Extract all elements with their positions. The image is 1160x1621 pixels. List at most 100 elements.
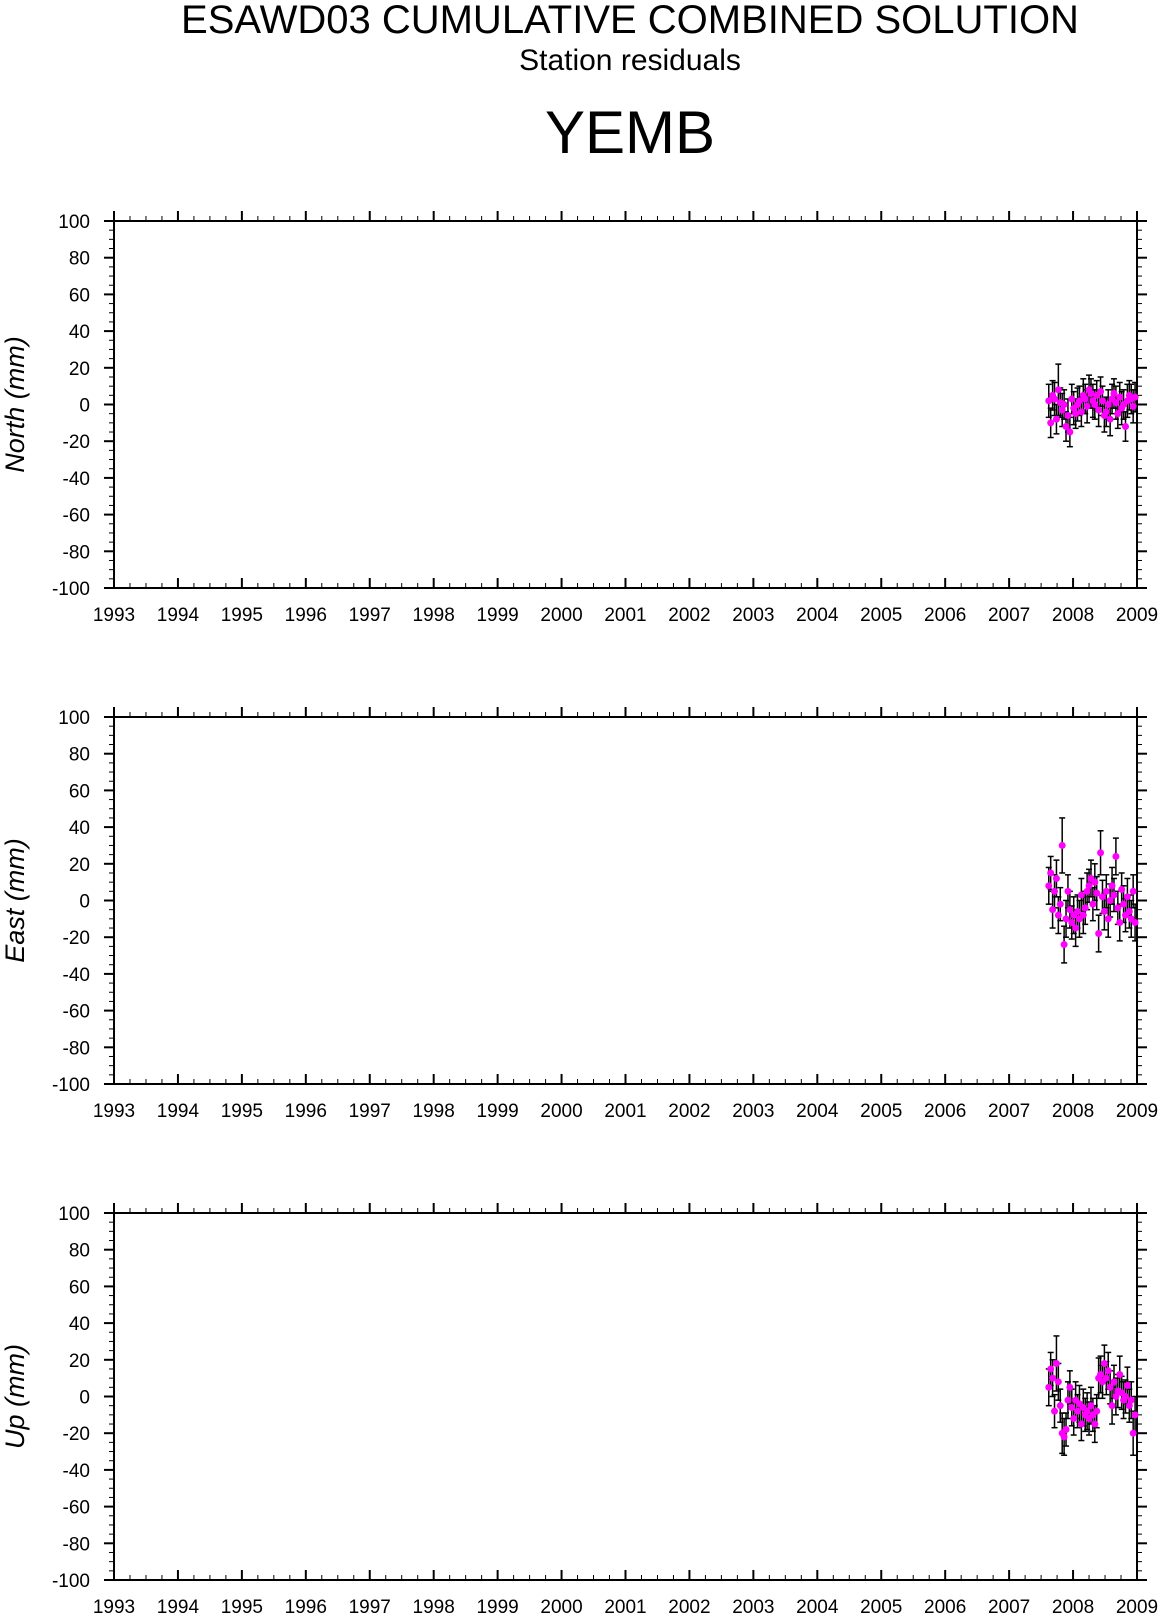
y-tick-label: -60 [63, 506, 90, 527]
data-point [1066, 906, 1074, 914]
data-point [1129, 887, 1137, 895]
x-tick-label: 1993 [93, 605, 135, 626]
x-tick-label: 1994 [157, 605, 200, 626]
data-point [1110, 891, 1118, 899]
data-point [1104, 915, 1112, 923]
y-tick-label: 0 [79, 892, 90, 913]
x-tick-label: 1993 [93, 1101, 135, 1122]
data-point [1077, 1420, 1085, 1428]
data-point [1114, 904, 1122, 912]
panel-0: 1993 1994 1995 1996 1997 1998 1999 2000 2001 2002… [0, 211, 1158, 626]
data-point [1062, 915, 1070, 923]
data-point [1112, 399, 1120, 407]
x-tick-label: 1998 [413, 605, 455, 626]
x-tick-label: 2000 [540, 605, 582, 626]
x-tick-label: 1999 [476, 1597, 518, 1618]
data-point [1091, 401, 1099, 408]
data-point [1066, 428, 1074, 436]
x-tick-label: 1996 [285, 1101, 327, 1122]
data-point [1051, 887, 1059, 895]
data-point [1102, 1374, 1110, 1382]
data-point [1127, 1396, 1135, 1404]
data-point [1075, 397, 1083, 405]
panel-2: 1993 1994 1995 1996 1997 1998 1999 2000 2001 2002… [0, 1203, 1158, 1618]
data-point [1097, 388, 1105, 396]
y-tick-label: -20 [63, 928, 90, 949]
x-tick-label: 1995 [221, 605, 263, 626]
data-point [1093, 889, 1101, 897]
y-tick-label: 20 [69, 359, 90, 380]
data-point [1070, 1415, 1078, 1423]
data-point [1100, 1359, 1108, 1367]
data-point [1064, 887, 1072, 895]
y-tick-label: 20 [69, 855, 90, 876]
y-tick-label: 80 [69, 1241, 90, 1262]
x-tick-label: 2008 [1052, 1101, 1094, 1122]
y-tick-label: -60 [63, 1498, 90, 1519]
data-point [1131, 919, 1139, 927]
y-axis-label: North (mm) [0, 336, 30, 473]
data-point [1114, 410, 1122, 418]
data-point [1052, 1359, 1060, 1367]
plot-frame [113, 716, 1138, 1085]
x-tick-label: 2004 [796, 605, 839, 626]
x-tick-label: 2002 [668, 1597, 710, 1618]
data-point [1108, 882, 1116, 890]
data-point [1095, 406, 1103, 414]
data-point [1097, 849, 1105, 857]
y-tick-label: 60 [69, 1277, 90, 1298]
data-point [1047, 419, 1055, 427]
x-tick-label: 2006 [924, 1101, 966, 1122]
data-point [1125, 1402, 1133, 1410]
x-tick-label: 2007 [988, 605, 1030, 626]
x-tick-label: 2003 [732, 605, 774, 626]
data-point [1110, 1378, 1118, 1386]
data-point [1052, 415, 1060, 423]
data-point [1062, 423, 1070, 431]
x-tick-label: 1997 [349, 605, 391, 626]
y-tick-label: 80 [69, 249, 90, 270]
data-point [1087, 389, 1095, 397]
x-tick-label: 1998 [413, 1101, 455, 1122]
x-tick-label: 2005 [860, 605, 902, 626]
data-point [1097, 1370, 1105, 1378]
data-point [1106, 415, 1114, 423]
data-point [1064, 412, 1072, 420]
data-point [1054, 1378, 1062, 1386]
data-point [1051, 395, 1059, 403]
y-tick-label: -100 [52, 579, 90, 600]
data-point [1085, 882, 1093, 890]
data-point [1087, 1402, 1095, 1410]
data-point [1081, 904, 1089, 912]
data-point [1054, 386, 1062, 394]
data-point [1089, 900, 1097, 908]
data-point [1060, 1433, 1068, 1441]
data-point [1083, 1407, 1091, 1415]
x-tick-label: 1999 [476, 1101, 518, 1122]
data-point [1045, 1383, 1053, 1391]
x-tick-label: 1999 [476, 605, 518, 626]
data-point [1102, 408, 1110, 416]
data-point [1056, 1402, 1064, 1410]
data-point [1068, 395, 1076, 403]
data-point [1074, 908, 1082, 916]
data-point [1120, 900, 1128, 908]
x-tick-label: 2008 [1052, 605, 1094, 626]
data-point [1104, 401, 1112, 408]
y-tick-label: -80 [63, 1038, 90, 1059]
x-tick-label: 2006 [924, 1597, 966, 1618]
data-point [1047, 869, 1055, 877]
x-tick-label: 2000 [540, 1101, 582, 1122]
panel-1: 1993 1994 1995 1996 1997 1998 1999 2000 2001 2002… [0, 707, 1158, 1122]
x-tick-label: 2000 [540, 1597, 582, 1618]
y-axis-label: East (mm) [0, 838, 30, 963]
data-point [1098, 893, 1106, 901]
data-point [1072, 410, 1080, 418]
data-point [1077, 408, 1085, 416]
data-point [1112, 1393, 1120, 1400]
x-tick-label: 2003 [732, 1101, 774, 1122]
data-point [1125, 908, 1133, 916]
x-tick-label: 2009 [1116, 605, 1158, 626]
y-tick-label: -100 [52, 1075, 90, 1096]
data-point [1129, 1429, 1137, 1437]
